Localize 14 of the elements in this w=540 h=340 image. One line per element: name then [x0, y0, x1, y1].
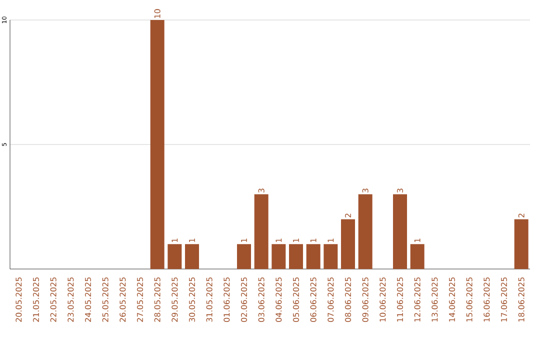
bar	[514, 219, 528, 269]
bar	[324, 244, 338, 269]
bar	[272, 244, 286, 269]
bar	[393, 194, 408, 269]
bar	[306, 244, 320, 269]
bar	[150, 20, 164, 269]
bar	[358, 194, 372, 269]
bar	[185, 244, 200, 269]
bar	[341, 219, 356, 269]
bar	[289, 244, 304, 269]
bar	[254, 194, 268, 269]
bar	[168, 244, 182, 269]
bar	[237, 244, 252, 269]
bar	[410, 244, 424, 269]
